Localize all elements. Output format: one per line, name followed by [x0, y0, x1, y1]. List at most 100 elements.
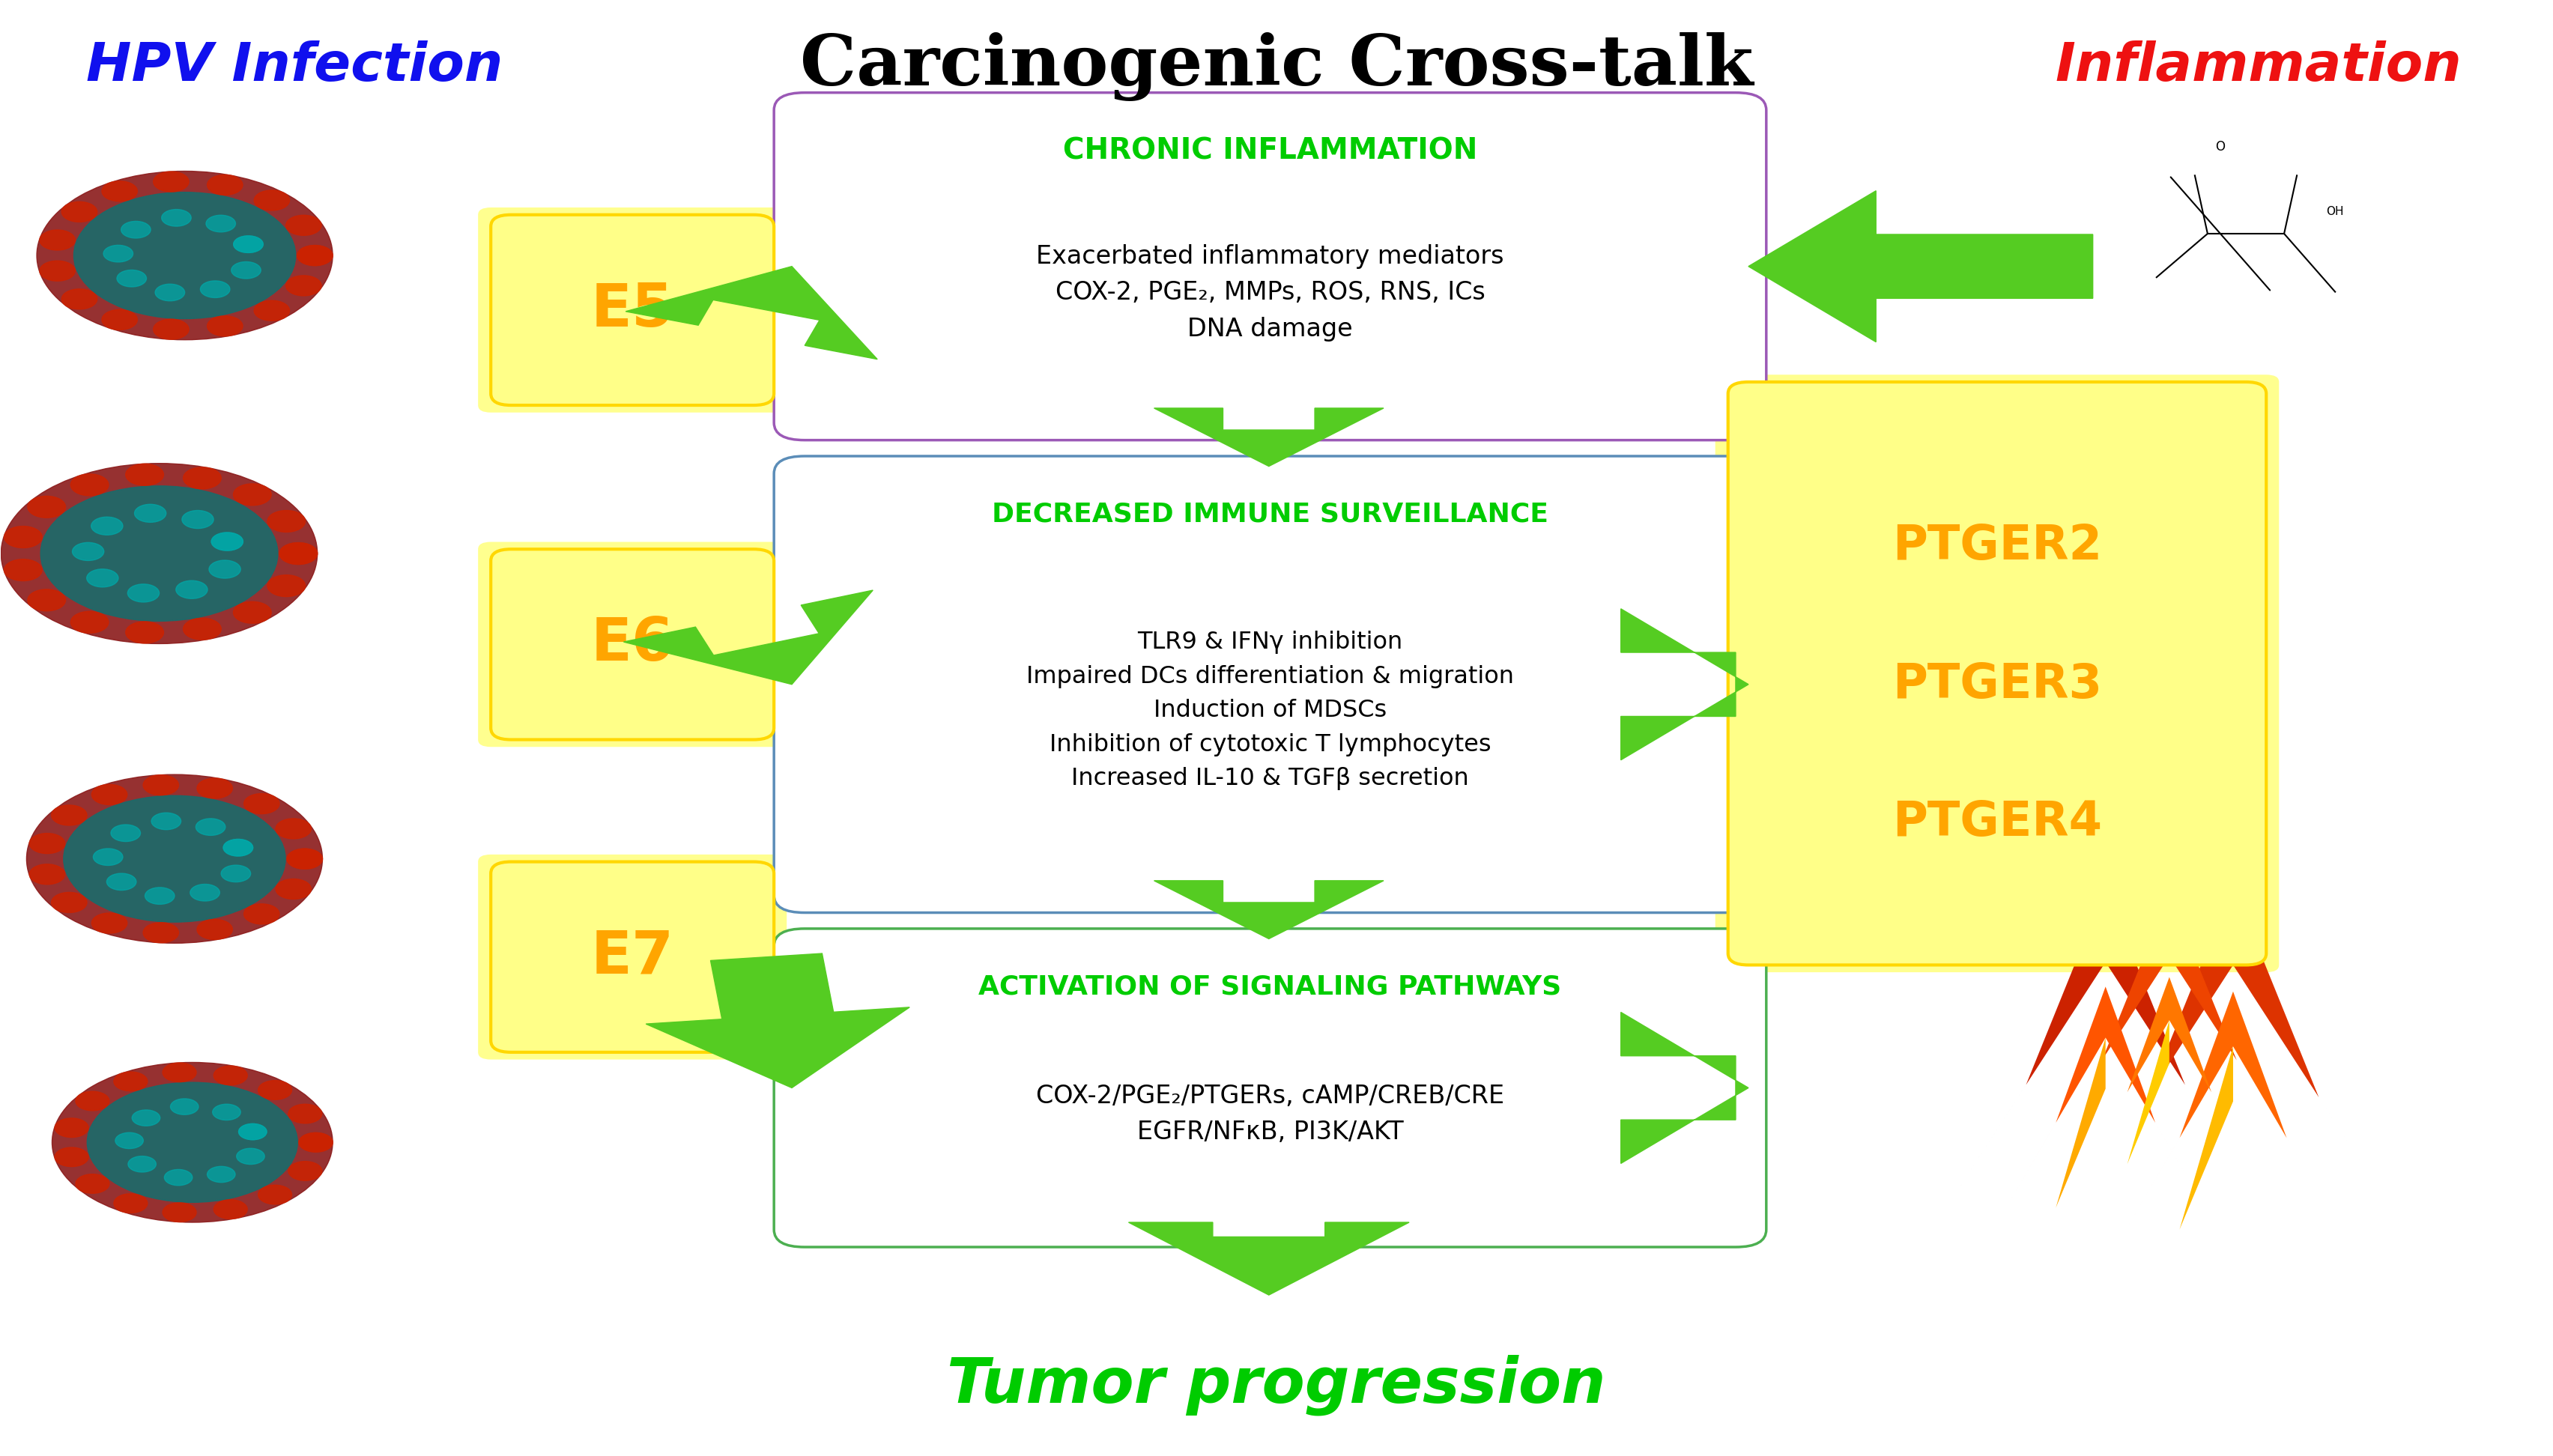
Circle shape	[278, 543, 317, 565]
Text: PTGER2: PTGER2	[1892, 523, 2101, 569]
Circle shape	[214, 1066, 248, 1085]
Circle shape	[151, 812, 181, 830]
Circle shape	[181, 511, 214, 529]
Circle shape	[232, 236, 263, 253]
Circle shape	[288, 1162, 322, 1181]
Circle shape	[197, 818, 225, 836]
FancyBboxPatch shape	[490, 549, 774, 740]
Circle shape	[276, 879, 311, 900]
Circle shape	[120, 221, 151, 239]
Circle shape	[222, 839, 253, 856]
Circle shape	[92, 785, 128, 805]
Circle shape	[64, 795, 286, 922]
Text: HPV Infection: HPV Infection	[87, 41, 503, 92]
Circle shape	[207, 316, 243, 336]
FancyBboxPatch shape	[1716, 374, 2280, 973]
Text: O: O	[2216, 140, 2226, 153]
Circle shape	[41, 230, 74, 250]
Circle shape	[296, 246, 332, 265]
Text: Carcinogenic Cross-talk: Carcinogenic Cross-talk	[799, 32, 1754, 100]
Circle shape	[94, 849, 123, 865]
Circle shape	[286, 849, 322, 869]
Circle shape	[156, 284, 184, 301]
Circle shape	[237, 1149, 266, 1165]
Polygon shape	[1621, 609, 1749, 760]
Circle shape	[222, 865, 250, 882]
Circle shape	[153, 319, 189, 339]
Circle shape	[115, 1133, 143, 1149]
Circle shape	[258, 1080, 291, 1099]
Circle shape	[237, 1124, 266, 1140]
Circle shape	[31, 865, 64, 884]
Polygon shape	[1749, 191, 2093, 342]
Circle shape	[209, 561, 240, 578]
Circle shape	[143, 775, 179, 795]
Circle shape	[143, 923, 179, 943]
Circle shape	[31, 833, 64, 853]
Circle shape	[128, 584, 158, 603]
Circle shape	[278, 543, 317, 565]
Circle shape	[87, 1082, 299, 1203]
Circle shape	[110, 824, 140, 842]
Circle shape	[51, 805, 87, 826]
Circle shape	[286, 215, 322, 236]
Circle shape	[71, 543, 105, 561]
Text: ACTIVATION OF SIGNALING PATHWAYS: ACTIVATION OF SIGNALING PATHWAYS	[978, 974, 1562, 999]
Circle shape	[51, 1063, 332, 1223]
Circle shape	[92, 517, 123, 534]
Circle shape	[71, 612, 110, 633]
Polygon shape	[1945, 888, 2265, 1208]
Polygon shape	[623, 590, 873, 684]
FancyBboxPatch shape	[490, 215, 774, 405]
Polygon shape	[2127, 992, 2341, 1230]
Circle shape	[207, 1166, 235, 1182]
Circle shape	[232, 236, 263, 253]
Circle shape	[161, 210, 191, 226]
Circle shape	[28, 496, 66, 518]
Circle shape	[232, 262, 260, 278]
Circle shape	[214, 1200, 248, 1219]
FancyBboxPatch shape	[490, 862, 774, 1053]
Circle shape	[61, 288, 97, 309]
Circle shape	[184, 467, 222, 489]
Polygon shape	[2035, 894, 2303, 1165]
Circle shape	[296, 246, 332, 265]
Circle shape	[41, 261, 74, 281]
Circle shape	[232, 601, 271, 623]
Circle shape	[125, 464, 163, 485]
Circle shape	[163, 1203, 197, 1222]
Circle shape	[54, 1118, 89, 1137]
Circle shape	[77, 1174, 110, 1194]
Circle shape	[199, 281, 230, 297]
FancyBboxPatch shape	[477, 208, 786, 412]
Circle shape	[207, 215, 235, 232]
Circle shape	[61, 202, 97, 221]
Circle shape	[102, 310, 138, 331]
Circle shape	[197, 778, 232, 798]
Circle shape	[115, 1194, 148, 1213]
Polygon shape	[2007, 987, 2206, 1208]
Polygon shape	[2086, 977, 2254, 1165]
Polygon shape	[2055, 1038, 2155, 1208]
Polygon shape	[1128, 1223, 1409, 1294]
Circle shape	[197, 919, 232, 939]
Circle shape	[255, 300, 288, 320]
Polygon shape	[646, 954, 909, 1088]
Text: E6: E6	[590, 616, 674, 674]
Circle shape	[212, 533, 243, 550]
Text: E5: E5	[590, 281, 674, 339]
Circle shape	[268, 575, 306, 597]
Circle shape	[299, 1133, 332, 1152]
FancyBboxPatch shape	[477, 855, 786, 1060]
Circle shape	[237, 1124, 266, 1140]
Circle shape	[105, 245, 133, 262]
Text: DECREASED IMMUNE SURVEILLANCE: DECREASED IMMUNE SURVEILLANCE	[991, 501, 1550, 527]
Circle shape	[288, 1104, 322, 1124]
Circle shape	[26, 775, 322, 943]
Circle shape	[117, 269, 146, 287]
Circle shape	[74, 192, 296, 319]
Polygon shape	[1154, 881, 1384, 939]
Circle shape	[41, 486, 278, 622]
Text: CHRONIC INFLAMMATION: CHRONIC INFLAMMATION	[1062, 137, 1478, 165]
Polygon shape	[2063, 885, 2405, 1230]
